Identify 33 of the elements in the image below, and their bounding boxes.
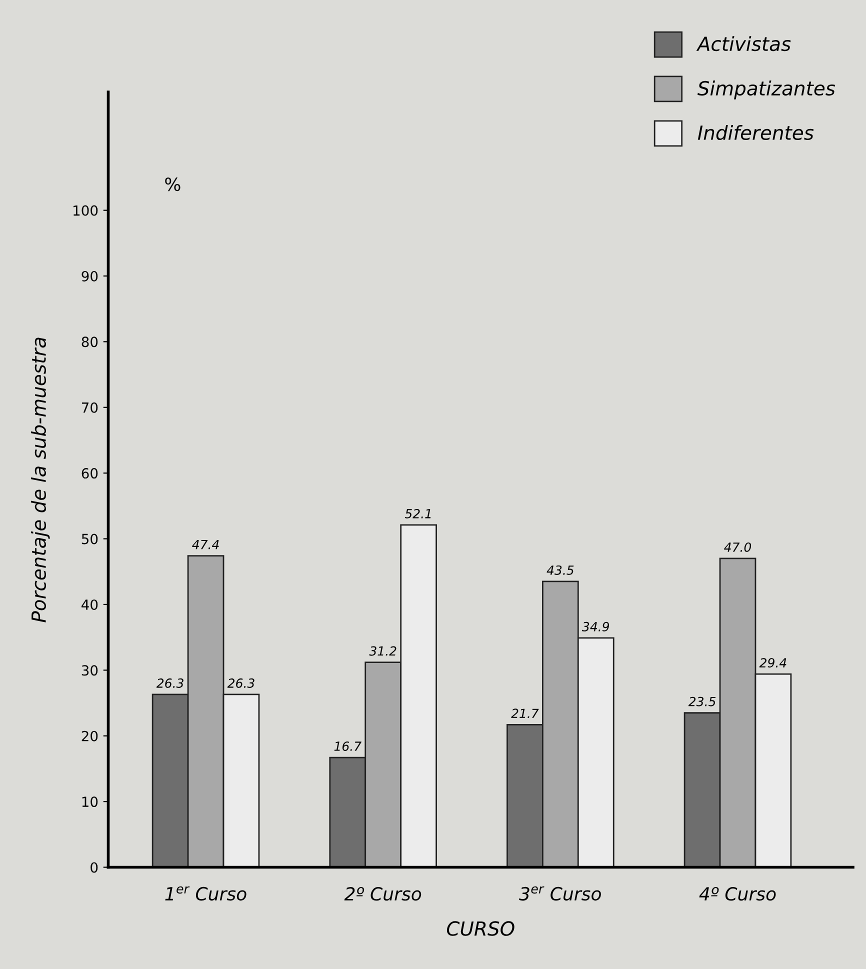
data-label: 31.2 (369, 646, 396, 656)
y-tick-label: 30 (82, 665, 98, 676)
data-label: 21.7 (511, 708, 539, 718)
data-label: 26.3 (156, 678, 184, 688)
x-tick-label: 4º Curso (699, 887, 776, 901)
y-tick-label: 100 (74, 205, 98, 216)
y-tick-label: 70 (82, 402, 98, 413)
x-tick-label: 1$^{er}$ Curso (165, 886, 246, 901)
data-label: 47.4 (192, 540, 219, 550)
y-tick-label: 20 (82, 730, 98, 742)
data-label: 52.1 (404, 508, 431, 518)
y-tick-label: 50 (82, 534, 98, 544)
y-tick-label: 0 (90, 862, 98, 873)
data-label: 29.4 (759, 658, 786, 668)
y-tick-label: 40 (82, 599, 98, 610)
data-label: 23.5 (688, 696, 716, 706)
x-tick-label: 2º Curso (344, 887, 422, 901)
y-tick-label: 80 (82, 336, 98, 348)
y-tick-label: 90 (82, 270, 98, 282)
x-tick-label: 3$^{er}$ Curso (519, 886, 601, 901)
legend-label: Simpatizantes (697, 80, 836, 100)
y-tick-label: 10 (82, 796, 98, 808)
legend-label: Activistas (696, 36, 791, 52)
y-axis-title: Porcentaje de la sub-muestra (30, 338, 50, 622)
data-label: 26.3 (227, 678, 254, 688)
data-label: 43.5 (546, 565, 574, 575)
annotation: % (165, 177, 180, 192)
x-axis-title: CURSO (446, 921, 514, 936)
data-label: 34.9 (582, 622, 610, 632)
data-label: 16.7 (334, 742, 362, 751)
legend-label: Indiferentes (698, 124, 814, 140)
data-label: 47.0 (724, 542, 752, 552)
y-tick-label: 60 (82, 468, 98, 479)
